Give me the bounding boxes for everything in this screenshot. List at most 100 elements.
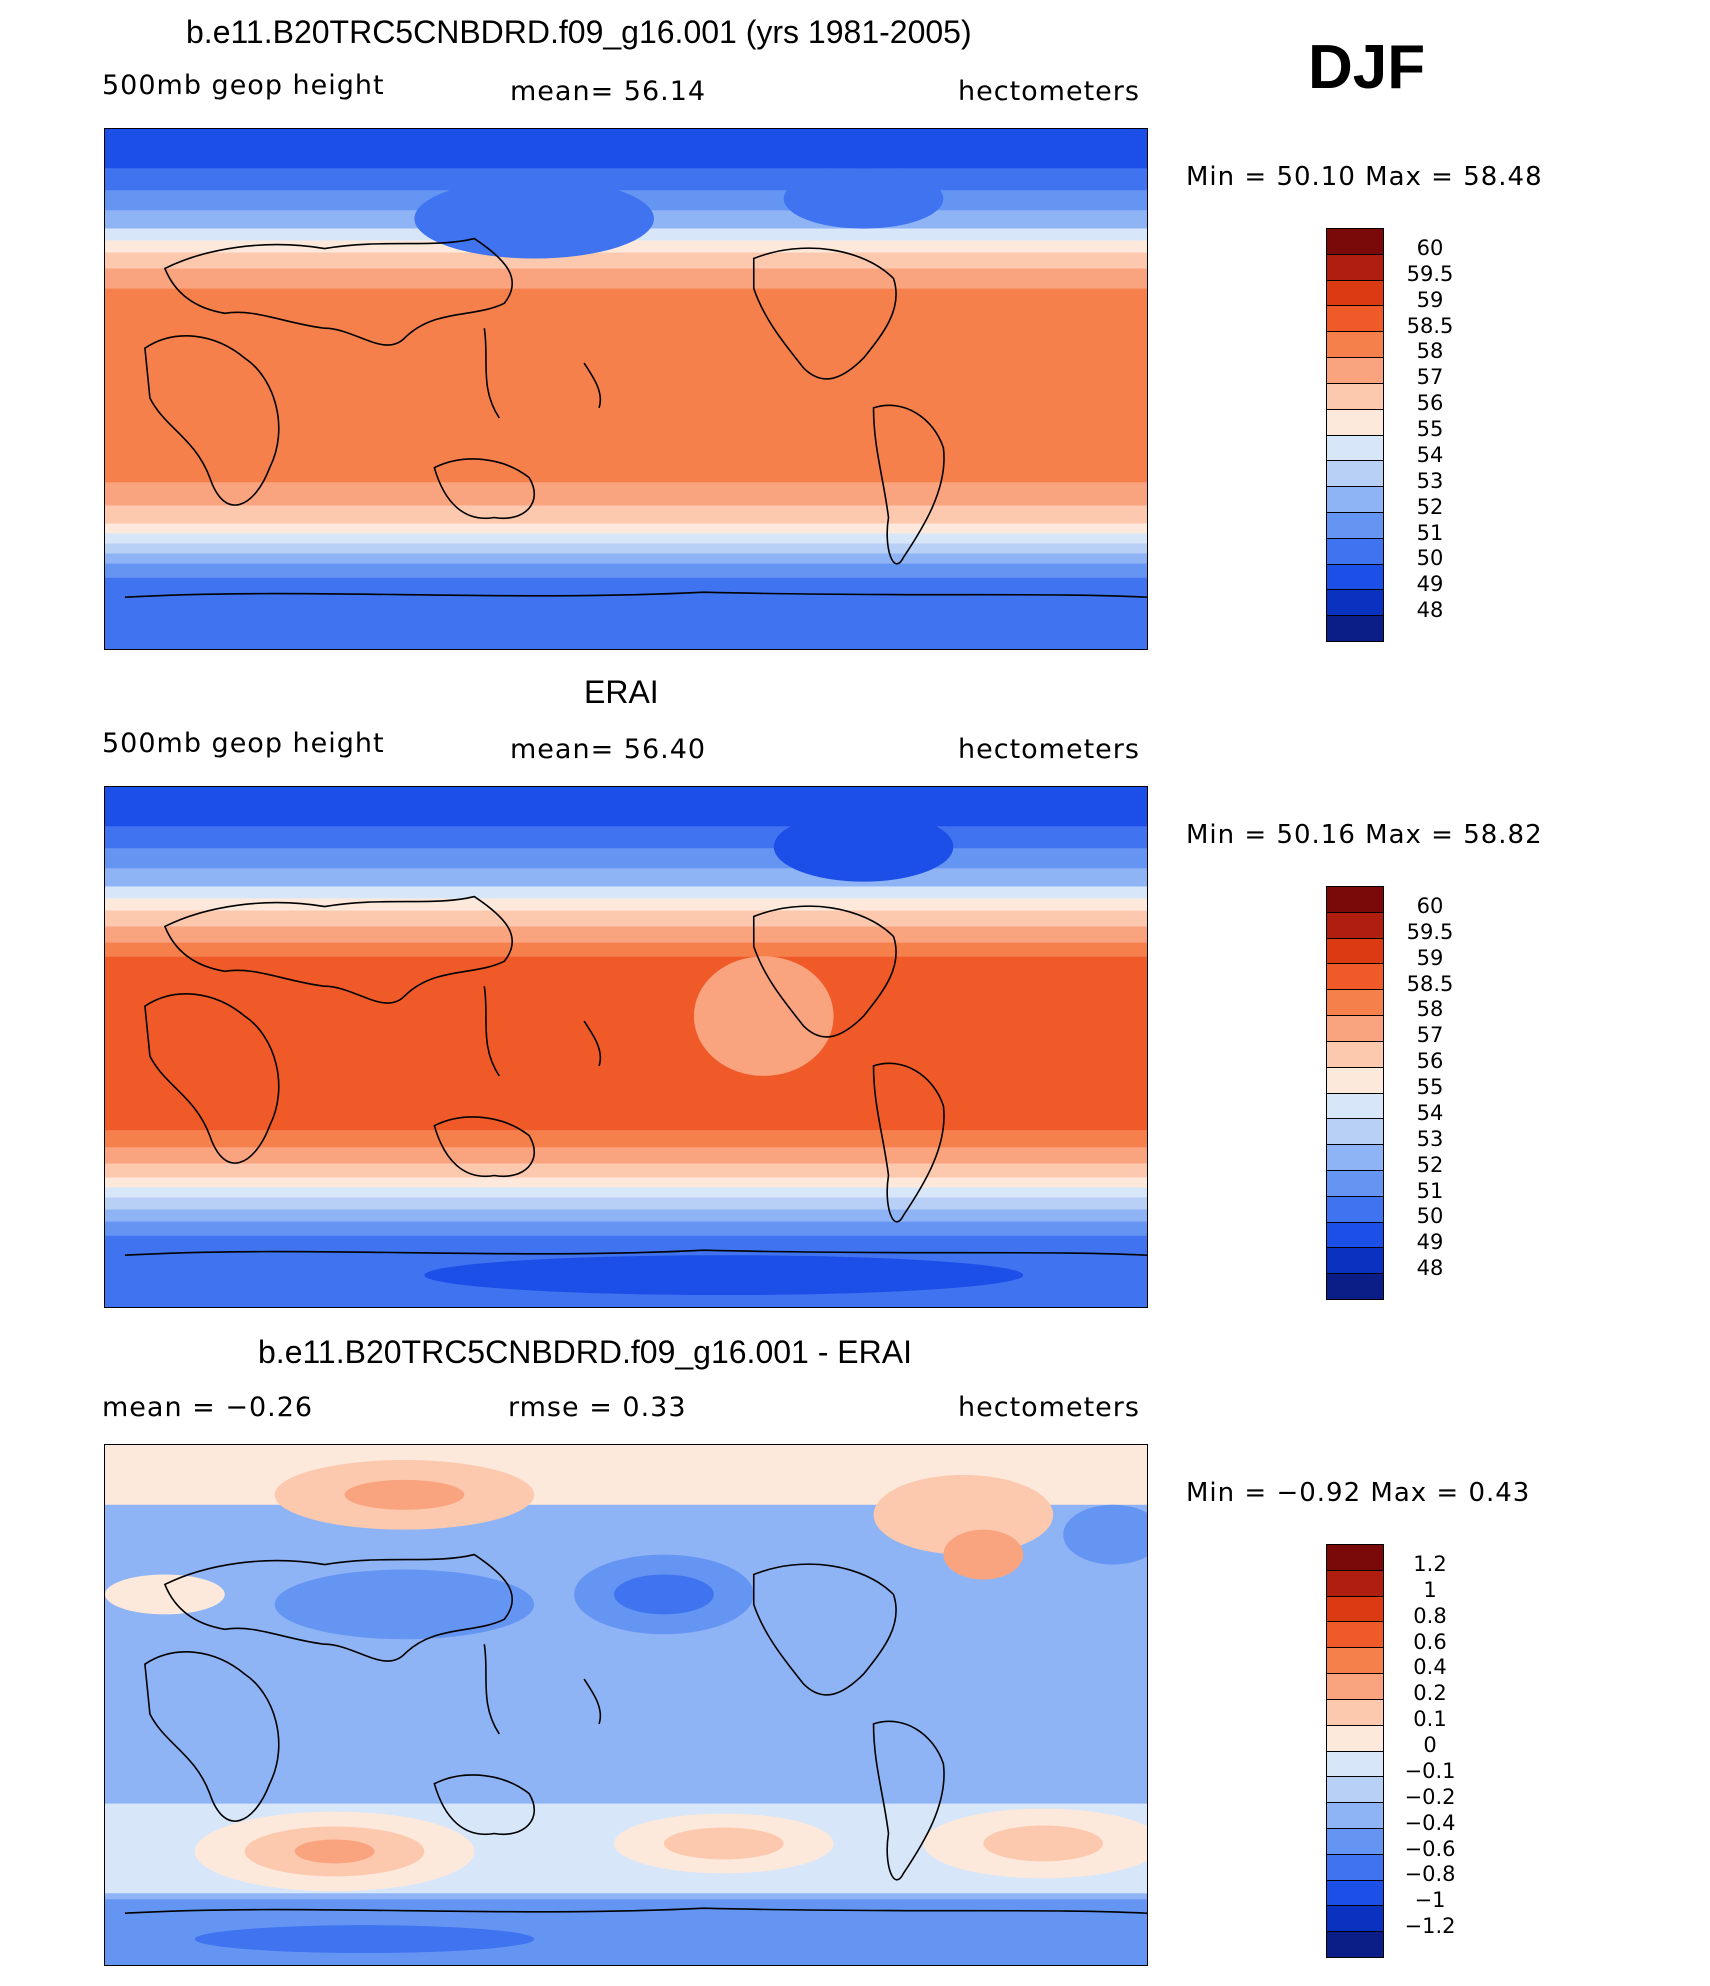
colorbar-swatch — [1327, 358, 1383, 384]
colorbar-tick-label: 56 — [1416, 391, 1444, 416]
colorbar-tick-label: 54 — [1416, 442, 1444, 467]
season-label: DJF — [1308, 33, 1426, 102]
colorbar-swatch — [1327, 1016, 1383, 1042]
colorbar-swatch — [1327, 229, 1383, 255]
colorbar-tick-label: 53 — [1416, 1126, 1444, 1151]
colorbar-tick-label: 59.5 — [1406, 261, 1454, 286]
colorbar-tick-label: 0.2 — [1413, 1681, 1447, 1706]
colorbar-swatch — [1327, 887, 1383, 913]
colorbar-swatch — [1327, 1880, 1383, 1907]
panel-2-mean-label: mean= 56.40 — [510, 734, 707, 765]
panel-2-colorbar — [1326, 886, 1384, 1300]
colorbar-tick-label: −0.1 — [1404, 1758, 1456, 1783]
colorbar-swatch — [1327, 964, 1383, 991]
colorbar-tick-label: −0.8 — [1404, 1862, 1456, 1887]
panel-2-map — [104, 786, 1148, 1308]
colorbar-swatch — [1327, 1906, 1383, 1933]
colorbar-swatch — [1327, 1067, 1383, 1094]
colorbar-tick-label: 54 — [1416, 1100, 1444, 1125]
panel-1-contour-field — [105, 129, 1147, 649]
colorbar-tick-label: 59 — [1416, 945, 1444, 970]
colorbar-tick-label: 50 — [1416, 1204, 1444, 1229]
panel-2-units-label: hectometers — [958, 734, 1140, 765]
colorbar-tick-label: 56 — [1416, 1049, 1444, 1074]
colorbar-swatch — [1327, 280, 1383, 307]
colorbar-swatch — [1327, 1932, 1383, 1957]
colorbar-swatch — [1327, 1119, 1383, 1146]
colorbar-swatch — [1327, 590, 1383, 617]
colorbar-swatch — [1327, 1041, 1383, 1068]
panel-1-mean-label: mean= 56.14 — [510, 76, 707, 107]
colorbar-swatch — [1327, 1777, 1383, 1804]
colorbar-tick-label: 58.5 — [1406, 971, 1454, 996]
colorbar-swatch — [1327, 512, 1383, 539]
panel-3-minmax: Min = −0.92 Max = 0.43 — [1186, 1478, 1531, 1508]
colorbar-swatch — [1327, 1725, 1383, 1752]
colorbar-swatch — [1327, 306, 1383, 333]
panel-1-colorbar — [1326, 228, 1384, 642]
colorbar-swatch — [1327, 1803, 1383, 1829]
colorbar-swatch — [1327, 1196, 1383, 1223]
colorbar-swatch — [1327, 1674, 1383, 1700]
colorbar-swatch — [1327, 1145, 1383, 1171]
colorbar-tick-label: −1.2 — [1404, 1914, 1456, 1939]
colorbar-swatch — [1327, 912, 1383, 939]
colorbar-swatch — [1327, 938, 1383, 965]
panel-1-variable-label: 500mb geop height — [102, 70, 385, 101]
colorbar-swatch — [1327, 409, 1383, 436]
panel-3-contour-field — [105, 1445, 1147, 1965]
colorbar-tick-label: 57 — [1416, 365, 1444, 390]
colorbar-swatch — [1327, 1570, 1383, 1597]
colorbar-tick-label: 50 — [1416, 546, 1444, 571]
colorbar-tick-label: 58 — [1416, 339, 1444, 364]
colorbar-tick-label: 59.5 — [1406, 919, 1454, 944]
colorbar-swatch — [1327, 332, 1383, 359]
panel-3-title: b.e11.B20TRC5CNBDRD.f09_g16.001 - ERAI — [258, 1334, 912, 1370]
colorbar-swatch — [1327, 1854, 1383, 1881]
panel-2-title: ERAI — [584, 674, 659, 710]
panel-2-variable-label: 500mb geop height — [102, 728, 385, 759]
colorbar-tick-label: 55 — [1416, 417, 1444, 441]
colorbar-tick-label: 58 — [1416, 997, 1444, 1022]
colorbar-tick-label: 52 — [1416, 494, 1444, 519]
colorbar-tick-label: 0 — [1423, 1733, 1437, 1757]
panel-1-units-label: hectometers — [958, 76, 1140, 107]
colorbar-tick-label: 57 — [1416, 1023, 1444, 1048]
colorbar-tick-label: 51 — [1416, 1178, 1444, 1203]
colorbar-tick-label: 1.2 — [1413, 1551, 1447, 1576]
colorbar-swatch — [1327, 1093, 1383, 1120]
panel-1-title: b.e11.B20TRC5CNBDRD.f09_g16.001 (yrs 198… — [186, 14, 972, 50]
colorbar-swatch — [1327, 1648, 1383, 1675]
panel-3-colorbar — [1326, 1544, 1384, 1958]
colorbar-swatch — [1327, 383, 1383, 410]
colorbar-tick-label: 48 — [1416, 598, 1444, 623]
colorbar-tick-label: 52 — [1416, 1152, 1444, 1177]
panel-3-rmse-label: rmse = 0.33 — [508, 1392, 687, 1423]
colorbar-tick-label: −0.4 — [1404, 1810, 1456, 1835]
colorbar-swatch — [1327, 435, 1383, 462]
panel-1-minmax: Min = 50.10 Max = 58.48 — [1186, 162, 1543, 192]
colorbar-tick-label: 51 — [1416, 520, 1444, 545]
colorbar-tick-label: 0.1 — [1413, 1707, 1447, 1732]
colorbar-swatch — [1327, 1274, 1383, 1299]
panel-3-mean-label: mean = −0.26 — [102, 1392, 314, 1423]
colorbar-tick-label: 53 — [1416, 468, 1444, 493]
panel-1-map — [104, 128, 1148, 650]
colorbar-swatch — [1327, 1828, 1383, 1855]
colorbar-tick-label: 55 — [1416, 1075, 1444, 1099]
colorbar-tick-label: 1 — [1423, 1577, 1437, 1602]
colorbar-swatch — [1327, 538, 1383, 565]
colorbar-swatch — [1327, 1222, 1383, 1249]
colorbar-swatch — [1327, 564, 1383, 591]
colorbar-tick-label: −0.2 — [1404, 1784, 1456, 1809]
colorbar-swatch — [1327, 1248, 1383, 1275]
colorbar-swatch — [1327, 1170, 1383, 1197]
colorbar-swatch — [1327, 1751, 1383, 1778]
colorbar-tick-label: 60 — [1416, 893, 1444, 918]
panel-2-contour-field — [105, 787, 1147, 1307]
colorbar-swatch — [1327, 1699, 1383, 1726]
colorbar-swatch — [1327, 1622, 1383, 1649]
colorbar-swatch — [1327, 254, 1383, 281]
colorbar-tick-label: 0.6 — [1413, 1629, 1447, 1654]
colorbar-tick-label: 60 — [1416, 235, 1444, 260]
